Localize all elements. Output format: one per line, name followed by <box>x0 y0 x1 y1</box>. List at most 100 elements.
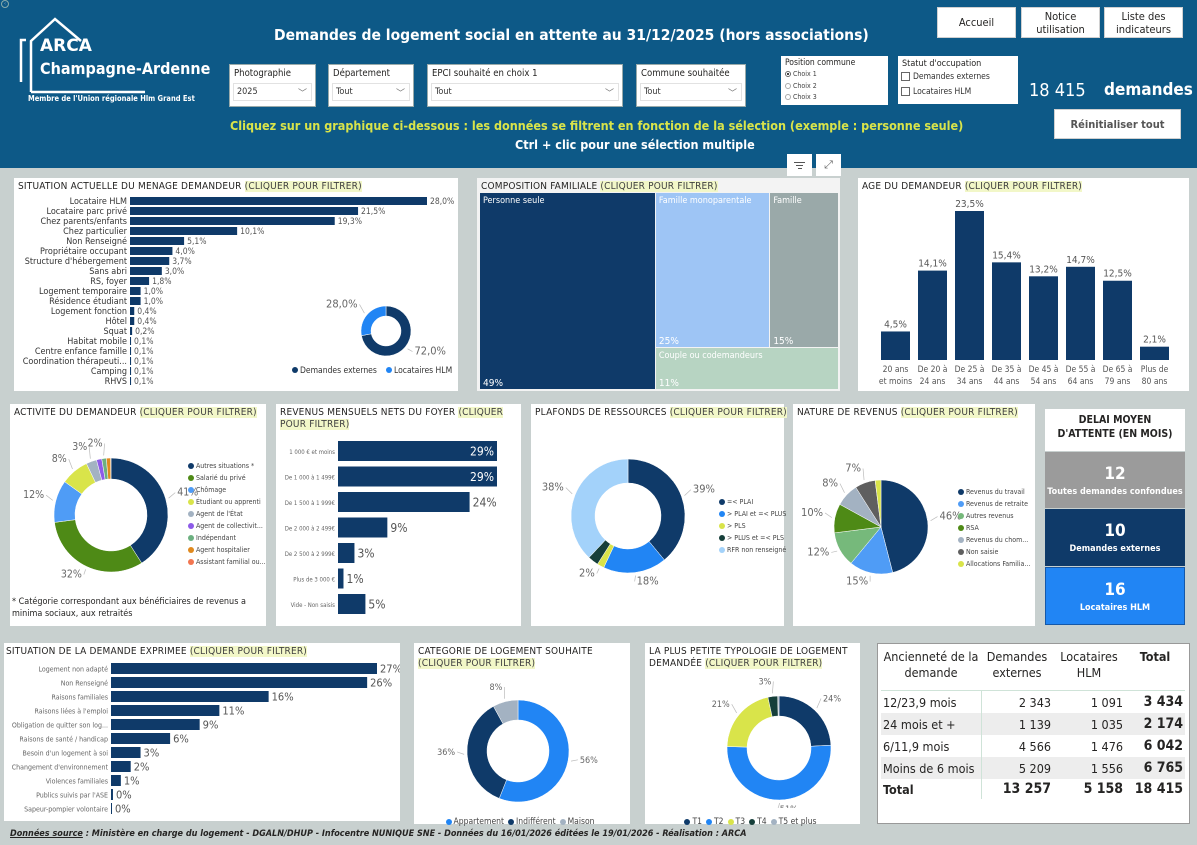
slice[interactable] <box>627 458 686 561</box>
legend-label[interactable]: Locataires HLM <box>394 366 452 376</box>
slice[interactable] <box>360 305 387 336</box>
legend-item[interactable]: Chômage <box>188 484 266 496</box>
bar[interactable] <box>111 761 131 772</box>
bar[interactable] <box>130 257 170 265</box>
bar[interactable] <box>338 568 344 589</box>
legend-item[interactable]: T5 et plus <box>770 817 817 827</box>
bar[interactable] <box>130 367 132 375</box>
bar[interactable] <box>1140 346 1169 360</box>
focus-mode-icon[interactable]: ⤢ <box>816 154 841 176</box>
statut-donut-chart[interactable]: 72,0% 28,0% Demandes externes Locataires HL… <box>288 294 458 384</box>
radio-choix-3[interactable]: Choix 3 <box>785 93 817 101</box>
bar[interactable] <box>881 331 910 360</box>
legend-item[interactable]: T4 <box>749 817 767 827</box>
slice[interactable] <box>726 744 832 801</box>
home-button[interactable]: Accueil <box>937 7 1016 38</box>
slice[interactable] <box>570 458 629 558</box>
bar[interactable] <box>111 789 113 800</box>
typologie-donut-chart[interactable]: 24% 51% 21% 3% <box>645 643 860 808</box>
bar[interactable] <box>130 227 238 235</box>
bar[interactable] <box>111 803 112 814</box>
legend-item[interactable]: Revenus du travail <box>958 486 1030 498</box>
bar[interactable] <box>111 747 141 758</box>
bar[interactable] <box>338 594 366 614</box>
bar[interactable] <box>130 337 132 345</box>
legend-item[interactable]: Autres situations * <box>188 460 266 472</box>
legend-item[interactable]: RSA <box>958 522 1030 534</box>
bar[interactable] <box>918 270 947 360</box>
bar[interactable] <box>111 663 377 674</box>
demande-bar-chart[interactable]: Logement non adapté 27% Non Renseigné 26% Ra… <box>4 643 400 821</box>
reset-button[interactable]: Réinitialiser tout <box>1054 109 1181 139</box>
revenus-bar-chart[interactable]: 1 000 € et moins 29% De 1 000 à 1 499€ 29% D… <box>276 404 521 626</box>
nature-pie-chart[interactable]: 46% 15% 12% 10% 8% 7% <box>793 404 1035 626</box>
bar[interactable] <box>992 262 1021 360</box>
legend-item[interactable]: T1 <box>684 817 702 827</box>
bar[interactable] <box>130 317 135 325</box>
treemap-tile[interactable]: Couple ou codemandeurs 11% <box>655 347 838 389</box>
bar[interactable] <box>338 543 355 563</box>
bar[interactable] <box>111 733 171 744</box>
header-demandes-externes[interactable]: Demandes externes <box>986 649 1048 680</box>
table-row[interactable]: 6/11,9 mois 4 566 1 476 6 042 <box>881 735 1185 757</box>
legend-item[interactable]: Indifférent <box>508 817 556 827</box>
slice[interactable] <box>880 479 929 573</box>
back-icon[interactable]: ‹ <box>1 0 9 8</box>
legend-item[interactable]: Agent hospitalier <box>188 544 266 556</box>
bar[interactable] <box>130 197 427 205</box>
slice[interactable] <box>493 699 519 725</box>
slicer-departement[interactable]: Département Tout ﹀ <box>328 64 414 107</box>
header-total[interactable]: Total <box>1139 649 1171 664</box>
treemap-tile[interactable]: Famille 15% <box>770 193 838 347</box>
slice[interactable] <box>361 305 412 357</box>
legend-item[interactable]: > PLAI et =< PLUS <box>719 508 786 520</box>
slicer-photographie[interactable]: Photographie 2025 ﹀ <box>229 64 316 107</box>
bar[interactable] <box>338 517 388 538</box>
bar[interactable] <box>111 691 269 702</box>
epci-dropdown[interactable]: Tout ﹀ <box>431 83 619 101</box>
slicer-epci[interactable]: EPCI souhaité en choix 1 Tout ﹀ <box>427 64 623 107</box>
bar[interactable] <box>130 287 141 295</box>
bar[interactable] <box>111 677 368 688</box>
departement-dropdown[interactable]: Tout ﹀ <box>332 83 410 101</box>
legend-item[interactable]: RFR non renseigné <box>719 544 786 556</box>
bar[interactable] <box>130 277 150 285</box>
slice[interactable] <box>498 699 570 803</box>
composition-treemap[interactable]: Personne seule 49% Famille monoparentale 25… <box>480 193 839 390</box>
bar[interactable] <box>338 466 497 487</box>
bar[interactable] <box>1103 280 1132 360</box>
age-bar-chart[interactable]: 4,5% 20 ans et moins 14,1% De 20 à 24 ans 23,5… <box>858 178 1189 391</box>
bar[interactable] <box>130 267 162 275</box>
bar[interactable] <box>111 775 121 786</box>
legend-label[interactable]: Demandes externes <box>300 366 377 376</box>
bar[interactable] <box>130 247 173 255</box>
treemap-tile[interactable]: Personne seule 49% <box>480 193 655 389</box>
legend-item[interactable]: > PLS <box>719 520 786 532</box>
table-row[interactable]: 12/23,9 mois 2 343 1 091 3 434 <box>881 690 1185 713</box>
checkbox-locataires-hlm[interactable]: Locataires HLM <box>901 87 971 97</box>
legend-item[interactable]: Autres revenus <box>958 510 1030 522</box>
legend-item[interactable]: Revenus de retraite <box>958 498 1030 510</box>
filter-icon[interactable] <box>787 154 812 176</box>
legend-item[interactable]: Agent de l'État <box>188 508 266 520</box>
bar[interactable] <box>130 357 132 365</box>
legend-item[interactable]: T2 <box>706 817 724 827</box>
slice[interactable] <box>726 696 773 748</box>
header-anciennete[interactable]: Ancienneté de la demande <box>883 649 979 680</box>
legend-item[interactable]: > PLUS et =< PLS <box>719 532 786 544</box>
bar[interactable] <box>130 377 132 385</box>
bar[interactable] <box>338 441 497 461</box>
slice[interactable] <box>777 695 780 717</box>
bar[interactable] <box>130 327 133 335</box>
activite-donut-chart[interactable]: 41%32%12%8%3% 2% <box>10 404 266 594</box>
header-locataires-hlm[interactable]: Locataires HLM <box>1060 649 1118 680</box>
slice[interactable] <box>874 479 882 528</box>
slicer-commune[interactable]: Commune souhaitée Tout ﹀ <box>636 64 746 107</box>
legend-item[interactable]: Appartement <box>445 817 504 827</box>
notice-button[interactable]: Notice utilisation <box>1021 7 1100 38</box>
bar[interactable] <box>338 492 470 512</box>
situation-bar-chart[interactable]: Locataire HLM 28,0% Locataire parc privé 21… <box>14 178 458 391</box>
bar[interactable] <box>1066 266 1095 360</box>
bar[interactable] <box>130 237 185 245</box>
bar[interactable] <box>130 307 135 315</box>
